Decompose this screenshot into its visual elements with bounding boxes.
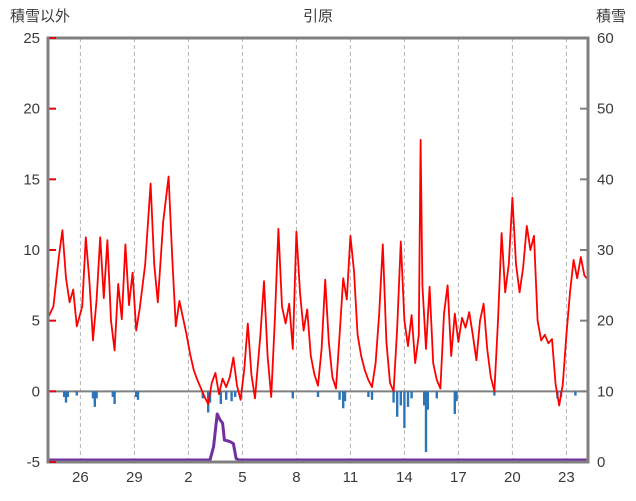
precipitation-bar xyxy=(111,391,114,397)
precipitation-bar xyxy=(343,391,347,402)
x-axis-label: 29 xyxy=(126,469,143,486)
x-axis-label: 2 xyxy=(184,469,192,486)
left-axis-label: 5 xyxy=(32,313,40,330)
precipitation-bar xyxy=(66,391,69,397)
precipitation-bar xyxy=(135,391,138,397)
precipitation-bar xyxy=(291,391,294,399)
right-axis-label: 20 xyxy=(597,313,614,330)
right-axis-label: 50 xyxy=(597,101,614,118)
precipitation-bar xyxy=(91,391,95,399)
temperature-line xyxy=(47,138,589,407)
precipitation-bar xyxy=(63,391,66,397)
precipitation-bar xyxy=(399,391,402,406)
precipitation-bar xyxy=(574,391,577,396)
precipitation-bar xyxy=(455,391,458,402)
precipitation-bar xyxy=(316,391,320,397)
left-axis-label: 20 xyxy=(23,101,40,118)
precipitation-bar xyxy=(435,391,438,399)
precipitation-bar xyxy=(426,391,429,410)
precipitation-bar xyxy=(453,391,456,414)
x-axis-label: 26 xyxy=(72,469,89,486)
precipitation-bar xyxy=(410,391,413,399)
x-axis-label: 14 xyxy=(396,469,413,486)
precipitation-bar xyxy=(392,391,395,403)
left-axis-label: 15 xyxy=(23,171,40,188)
x-axis-label: 11 xyxy=(343,469,359,486)
precipitation-bar xyxy=(406,391,410,407)
left-axis-label: 0 xyxy=(32,383,40,400)
precipitation-bar xyxy=(93,391,96,407)
precipitation-bar xyxy=(95,391,98,399)
precipitation-bar xyxy=(424,391,428,453)
right-axis-label: 30 xyxy=(597,242,614,259)
precipitation-bar xyxy=(493,391,496,396)
right-axis-label: 10 xyxy=(597,383,614,400)
precipitation-bar xyxy=(338,391,341,400)
left-axis-label: 25 xyxy=(23,30,40,47)
right-axis-label: 0 xyxy=(597,454,605,471)
precipitation-bar xyxy=(136,391,140,400)
x-axis-label: 17 xyxy=(450,469,467,486)
precipitation-bar xyxy=(396,391,399,417)
precipitation-bar xyxy=(75,391,78,396)
precipitation-bar xyxy=(403,391,406,429)
precipitation-bar xyxy=(219,391,222,405)
precipitation-bar xyxy=(367,391,370,397)
precipitation-bar xyxy=(230,391,233,402)
right-axis-label: 40 xyxy=(597,171,614,188)
plot-frame xyxy=(46,36,590,464)
left-axis-label: -5 xyxy=(27,454,40,471)
x-axis-label: 20 xyxy=(504,469,521,486)
precipitation-bar xyxy=(113,391,116,405)
precipitation-bar xyxy=(423,391,426,406)
precipitation-bar xyxy=(64,391,68,403)
x-axis-label: 23 xyxy=(558,469,575,486)
precipitation-bar xyxy=(225,391,228,400)
right-axis-label: 60 xyxy=(597,30,614,47)
x-axis-label: 8 xyxy=(292,469,300,486)
right-axis-title: 積雪 xyxy=(595,8,626,25)
precipitation-bar xyxy=(342,391,345,409)
precipitation-bar xyxy=(234,391,237,397)
left-axis-title: 積雪以外 xyxy=(10,8,71,25)
x-axis-label: 5 xyxy=(238,469,246,486)
left-axis-label: 10 xyxy=(23,242,40,259)
precipitation-bar xyxy=(370,391,374,400)
snow-depth-line xyxy=(46,412,590,462)
